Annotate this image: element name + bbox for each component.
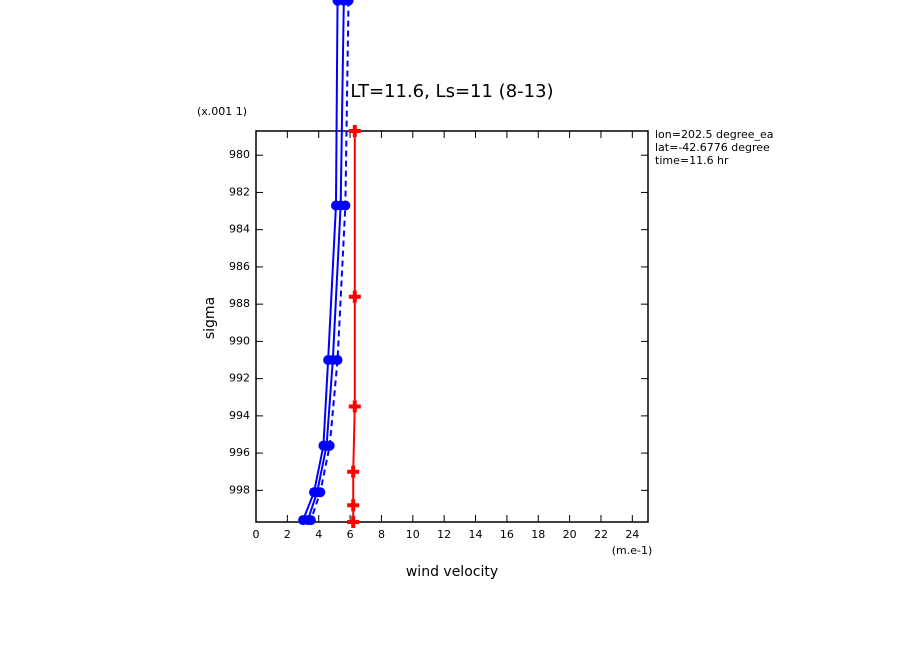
x-tick-label: 4 [315,528,322,541]
y-tick-label: 986 [229,260,250,273]
x-tick-label: 16 [500,528,514,541]
marker [332,355,343,366]
y-tick-label: 988 [229,297,250,310]
chart-title: LT=11.6, Ls=11 (8-13) [350,81,553,102]
marker [347,516,360,528]
y-unit: (x.001 1) [197,105,247,118]
y-tick-label: 980 [229,148,250,161]
x-tick-label: 6 [347,528,354,541]
marker [324,440,335,451]
x-tick-label: 14 [469,528,483,541]
y-tick-label: 982 [229,185,250,198]
y-tick-label: 992 [229,372,250,385]
series-line [352,131,356,522]
plot-frame [255,130,649,523]
y-tick-label: 990 [229,334,250,347]
x-tick-label: 10 [406,528,420,541]
marker [347,499,360,512]
marker [347,465,360,478]
marker [348,290,361,303]
y-tick-label: 994 [229,409,250,422]
marker [315,487,326,498]
x-tick-label: 22 [594,528,608,541]
x-tick-label: 20 [563,528,577,541]
x-axis-label: wind velocity [406,564,498,580]
x-tick-label: 2 [284,528,291,541]
annotation: time=11.6 hr [655,154,729,167]
y-tick-label: 996 [229,446,250,459]
y-tick-label: 984 [229,223,250,236]
x-tick-label: 8 [378,528,385,541]
annotation: lon=202.5 degree_ea [655,128,774,141]
marker [348,125,361,137]
marker [348,400,361,413]
x-tick-label: 12 [437,528,451,541]
marker [340,200,351,211]
x-tick-label: 0 [253,528,260,541]
x-tick-label: 18 [531,528,545,541]
marker [305,515,316,526]
x-unit: (m.e-1) [612,544,653,557]
y-axis-label: sigma [202,297,218,339]
series-line [302,0,339,521]
x-tick-label: 24 [625,528,639,541]
annotation: lat=-42.6776 degree [655,141,770,154]
y-tick-label: 998 [229,483,250,496]
series-line [309,0,350,521]
marker [343,0,354,6]
annotation-group: lon=202.5 degree_ea lat=-42.6776 degree … [655,128,774,167]
